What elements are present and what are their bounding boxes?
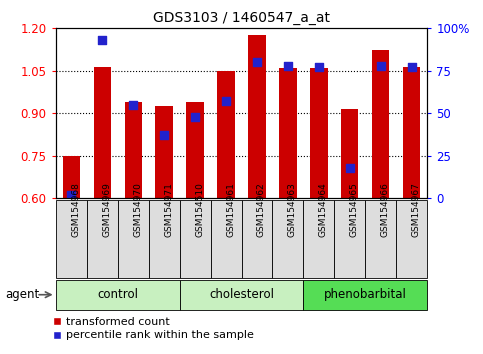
Text: phenobarbital: phenobarbital <box>324 288 407 301</box>
Text: GSM154964: GSM154964 <box>319 182 328 237</box>
Text: GSM154963: GSM154963 <box>288 182 297 237</box>
Text: cholesterol: cholesterol <box>209 288 274 301</box>
Text: GSM154967: GSM154967 <box>412 182 421 237</box>
Bar <box>217 71 235 198</box>
FancyBboxPatch shape <box>397 200 427 278</box>
Point <box>253 59 261 65</box>
Bar <box>125 102 142 198</box>
Bar <box>403 67 421 198</box>
Bar <box>311 68 327 198</box>
Legend: transformed count, percentile rank within the sample: transformed count, percentile rank withi… <box>49 313 258 345</box>
Point <box>67 192 75 198</box>
Bar <box>248 35 266 198</box>
Point <box>222 98 230 104</box>
Text: GSM154971: GSM154971 <box>164 182 173 237</box>
Point <box>346 165 354 171</box>
FancyBboxPatch shape <box>56 280 180 310</box>
Point <box>315 64 323 70</box>
FancyBboxPatch shape <box>180 280 303 310</box>
Point <box>377 63 385 69</box>
FancyBboxPatch shape <box>180 200 211 278</box>
Point <box>129 102 137 108</box>
FancyBboxPatch shape <box>334 200 366 278</box>
Text: GSM154965: GSM154965 <box>350 182 359 237</box>
Point <box>284 63 292 69</box>
Bar <box>156 106 172 198</box>
Point <box>160 132 168 138</box>
Point <box>408 64 416 70</box>
Point <box>191 114 199 120</box>
Bar <box>372 50 389 198</box>
Bar <box>186 102 203 198</box>
Text: GSM154970: GSM154970 <box>133 182 142 237</box>
Text: GSM154962: GSM154962 <box>257 182 266 237</box>
Point <box>98 38 106 43</box>
Text: GSM154969: GSM154969 <box>102 182 111 237</box>
FancyBboxPatch shape <box>117 200 149 278</box>
Text: GSM154966: GSM154966 <box>381 182 390 237</box>
FancyBboxPatch shape <box>149 200 180 278</box>
Text: control: control <box>97 288 138 301</box>
Text: agent: agent <box>5 288 39 301</box>
Bar <box>94 67 111 198</box>
Text: GSM154961: GSM154961 <box>226 182 235 237</box>
FancyBboxPatch shape <box>366 200 397 278</box>
Text: GDS3103 / 1460547_a_at: GDS3103 / 1460547_a_at <box>153 11 330 25</box>
Bar <box>341 109 358 198</box>
FancyBboxPatch shape <box>272 200 303 278</box>
FancyBboxPatch shape <box>303 280 427 310</box>
FancyBboxPatch shape <box>86 200 117 278</box>
Bar <box>280 68 297 198</box>
FancyBboxPatch shape <box>211 200 242 278</box>
FancyBboxPatch shape <box>303 200 334 278</box>
Text: GSM154510: GSM154510 <box>195 182 204 237</box>
FancyBboxPatch shape <box>242 200 272 278</box>
Bar <box>62 156 80 198</box>
FancyBboxPatch shape <box>56 200 86 278</box>
Text: GSM154968: GSM154968 <box>71 182 80 237</box>
